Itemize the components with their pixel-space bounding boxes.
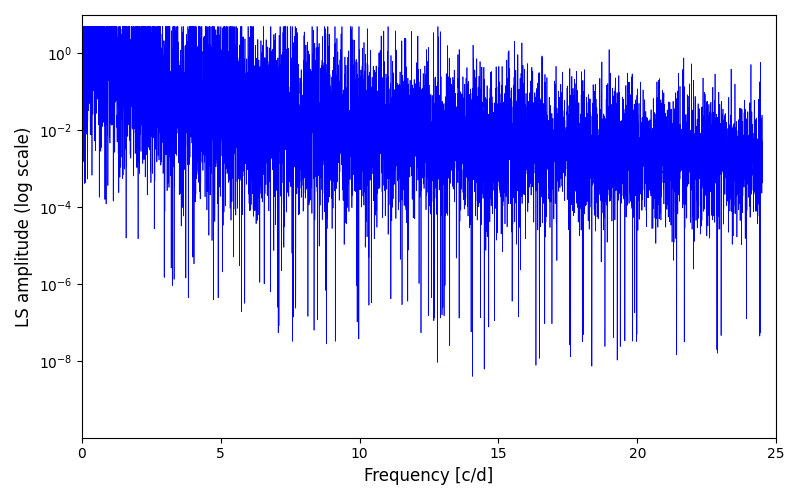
X-axis label: Frequency [c/d]: Frequency [c/d] bbox=[364, 467, 494, 485]
Y-axis label: LS amplitude (log scale): LS amplitude (log scale) bbox=[15, 126, 33, 326]
